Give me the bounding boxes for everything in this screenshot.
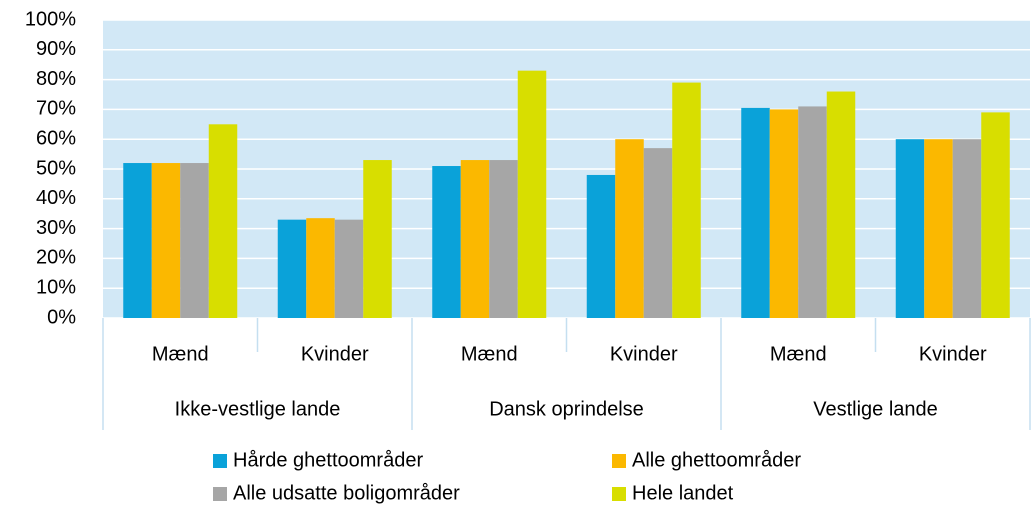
y-tick-label: 30% <box>36 217 76 239</box>
legend-swatch <box>612 487 626 501</box>
y-tick-label: 10% <box>36 276 76 298</box>
bar <box>432 166 461 318</box>
legend-label: Alle ghettoområder <box>632 449 801 471</box>
bar <box>981 112 1010 318</box>
y-tick-label: 80% <box>36 68 76 90</box>
legend-label: Alle udsatte boligområder <box>233 482 460 504</box>
group-label: Vestlige lande <box>813 398 938 420</box>
legend-label: Hele landet <box>632 482 734 504</box>
bar <box>826 91 856 319</box>
y-tick-label: 50% <box>36 157 76 179</box>
bar <box>151 163 181 318</box>
y-tick-label: 90% <box>36 38 76 60</box>
bar <box>924 139 953 318</box>
bar <box>306 218 335 318</box>
x-tick-label: Mænd <box>770 343 827 365</box>
x-tick-label: Mænd <box>461 343 518 365</box>
bar <box>277 219 307 318</box>
x-tick-label: Kvinder <box>301 343 369 365</box>
group-label: Ikke-vestlige lande <box>175 398 341 420</box>
y-tick-label: 0% <box>47 306 76 328</box>
bar <box>643 148 673 318</box>
bar <box>208 124 238 318</box>
bar <box>363 160 392 318</box>
group-label: Dansk oprindelse <box>489 398 644 420</box>
bar <box>895 139 925 318</box>
y-tick-label: 20% <box>36 247 76 269</box>
bar <box>952 139 982 318</box>
bar <box>123 163 152 318</box>
y-tick-label: 70% <box>36 98 76 120</box>
legend-label: Hårde ghettoområder <box>233 449 423 471</box>
bar <box>517 70 547 318</box>
bar <box>769 109 799 319</box>
legend-swatch <box>612 454 626 468</box>
bar <box>334 219 364 318</box>
bar <box>180 163 209 318</box>
bar <box>489 160 518 318</box>
x-tick-label: Mænd <box>152 343 209 365</box>
y-tick-label: 100% <box>25 8 76 30</box>
bar <box>798 106 827 318</box>
y-tick-label: 40% <box>36 187 76 209</box>
bar <box>586 174 616 318</box>
bar <box>741 107 770 318</box>
x-tick-label: Kvinder <box>919 343 987 365</box>
bar <box>672 82 701 318</box>
bar <box>615 139 644 318</box>
bar <box>460 160 490 318</box>
legend-swatch <box>213 454 227 468</box>
legend-swatch <box>213 487 227 501</box>
y-tick-label: 60% <box>36 127 76 149</box>
x-tick-label: Kvinder <box>610 343 678 365</box>
